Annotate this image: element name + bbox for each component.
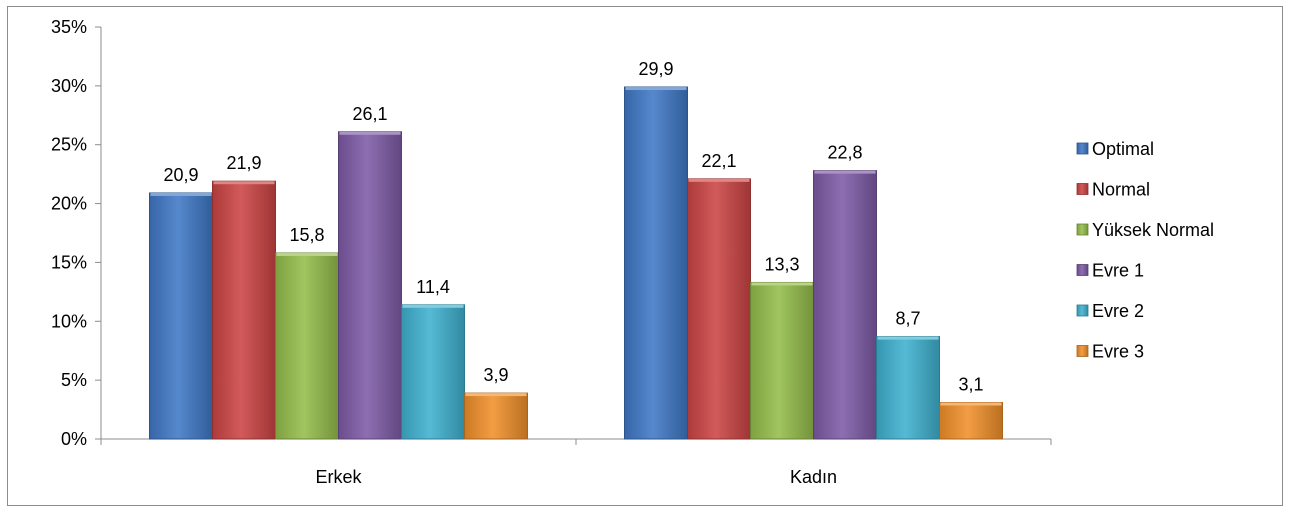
legend-label: Normal (1092, 180, 1150, 200)
data-label: 22,8 (827, 143, 862, 163)
data-label: 11,4 (416, 277, 450, 297)
bar (401, 304, 465, 440)
legend-swatch (1076, 183, 1089, 195)
bar-top-highlight (213, 181, 275, 185)
bar-top-highlight (625, 87, 687, 91)
bar-top-highlight (814, 170, 876, 174)
bar (624, 86, 688, 440)
data-label: 3,9 (483, 365, 508, 385)
data-labels: 20,9 21,9 15,8 26,1 11,4 3,9 29,9 22,1 13,3 22,8 8… (163, 59, 983, 394)
legend-swatch (1076, 264, 1089, 276)
legend-swatch (1076, 142, 1089, 155)
y-tick-label: 25% (51, 135, 87, 155)
legend-swatch (1076, 304, 1089, 317)
legend-label: Evre 3 (1092, 342, 1144, 362)
legend-label: Evre 2 (1092, 301, 1144, 321)
bar (464, 392, 528, 440)
bar-top-highlight (150, 192, 212, 196)
bar-top-highlight (276, 253, 338, 257)
legend-label: Evre 1 (1092, 261, 1144, 281)
bar (939, 402, 1003, 440)
bar (750, 281, 814, 440)
bar (813, 170, 877, 440)
bar (149, 192, 213, 440)
bar (687, 178, 751, 440)
data-label: 3,1 (958, 375, 983, 395)
bar (876, 336, 940, 440)
bar-top-highlight (751, 282, 813, 286)
bar (212, 180, 276, 440)
y-tick-label: 15% (51, 252, 87, 272)
data-label: 22,1 (701, 151, 736, 171)
y-tick-label: 5% (61, 370, 87, 390)
bar (338, 131, 402, 440)
bar-top-highlight (339, 131, 401, 135)
bar-chart: 0% 5% 10% 15% 20% 25% 30% 35% Erkek Kadın 20,9 21,… (51, 17, 1214, 487)
legend-swatch (1076, 345, 1089, 357)
bar (275, 252, 339, 440)
bar-top-highlight (877, 336, 939, 340)
legend-swatch (1076, 223, 1089, 236)
y-tick-label: 30% (51, 76, 87, 96)
data-label: 26,1 (352, 104, 387, 124)
y-tick-label: 20% (51, 194, 87, 214)
bar-top-highlight (688, 178, 750, 182)
y-tick-label: 0% (61, 429, 87, 449)
x-category-label: Erkek (315, 467, 362, 487)
data-label: 29,9 (638, 59, 673, 79)
y-tick-label: 35% (51, 17, 87, 37)
legend-label: Optimal (1092, 139, 1154, 159)
bar-top-highlight (402, 304, 464, 308)
legend-label: Yüksek Normal (1092, 220, 1214, 240)
x-category-label: Kadın (790, 467, 837, 487)
data-label: 13,3 (764, 254, 799, 274)
bar-top-highlight (465, 393, 527, 397)
data-label: 20,9 (163, 165, 198, 185)
data-label: 15,8 (289, 225, 324, 245)
data-label: 8,7 (895, 309, 920, 329)
chart-frame: 0% 5% 10% 15% 20% 25% 30% 35% Erkek Kadın 20,9 21,… (7, 6, 1283, 506)
bar-top-highlight (940, 402, 1002, 406)
bars (149, 86, 1003, 440)
legend: Optimal Normal Yüksek Normal Evre 1 Evre 2 Ev… (1076, 139, 1214, 362)
data-label: 21,9 (226, 153, 261, 173)
y-tick-label: 10% (51, 311, 87, 331)
